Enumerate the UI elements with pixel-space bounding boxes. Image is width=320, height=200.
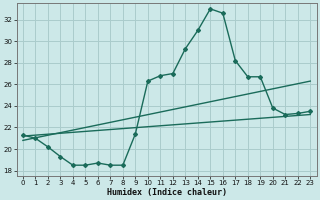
X-axis label: Humidex (Indice chaleur): Humidex (Indice chaleur) bbox=[107, 188, 227, 197]
